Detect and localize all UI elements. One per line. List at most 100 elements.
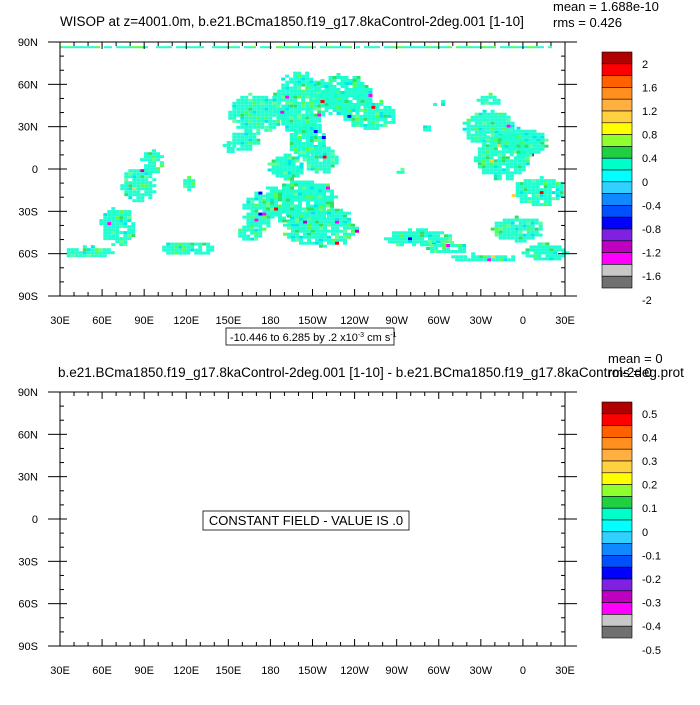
field-cell: [280, 110, 285, 114]
field-cell: [547, 203, 552, 207]
field-cell: [306, 195, 310, 199]
field-cell: [526, 224, 531, 228]
field-cell: [244, 107, 249, 111]
field-cell: [489, 156, 494, 160]
field-cell: [279, 165, 284, 169]
colorbar-swatch: [601, 531, 633, 544]
field-cell: [144, 175, 149, 179]
colorbar-swatch: [601, 437, 633, 450]
field-cell: [127, 237, 132, 241]
field-cell: [242, 215, 247, 219]
field-cell: [347, 232, 351, 236]
field-cell: [328, 85, 333, 88]
field-cell: [248, 138, 253, 142]
field-cell: [490, 227, 495, 231]
field-cell: [99, 222, 104, 226]
field-cell: [540, 147, 545, 151]
field-cell: [539, 182, 544, 186]
field-cell: [236, 104, 241, 108]
field-cell: [315, 229, 319, 233]
field-cell: [290, 216, 294, 220]
field-cell: [307, 241, 311, 245]
field-cell: [240, 135, 245, 139]
field-cell: [307, 211, 311, 215]
field-cell: [278, 210, 282, 214]
field-cell: [466, 118, 471, 122]
field-cell: [293, 119, 298, 123]
field-cell: [446, 250, 451, 253]
field-cell: [119, 210, 124, 214]
field-cell: [302, 192, 306, 196]
field-cell: [103, 219, 108, 223]
field-cell: [400, 46, 404, 49]
field-cell: [480, 46, 484, 49]
field-cell: [450, 250, 455, 253]
field-cell: [379, 108, 384, 112]
field-cell: [107, 222, 112, 226]
field-cell: [514, 230, 519, 234]
field-cell: [513, 168, 518, 172]
field-cell: [136, 169, 141, 173]
field-cell: [182, 245, 187, 249]
field-cell: [285, 92, 290, 96]
field-cell: [314, 167, 319, 171]
field-cell: [505, 147, 510, 151]
field-cell: [478, 133, 483, 137]
field-cell: [248, 129, 253, 133]
field-cell: [509, 171, 514, 175]
colorbar-swatch: [601, 519, 633, 533]
field-cell: [547, 179, 552, 183]
panel-1-ticks: [48, 41, 577, 297]
field-cell: [286, 195, 290, 199]
field-cell: [297, 77, 302, 81]
x-tick-label: 90E: [134, 315, 154, 327]
field-cell: [523, 194, 528, 198]
x-tick-label: 120W: [340, 315, 369, 327]
field-cell: [360, 85, 365, 88]
field-cell: [301, 130, 306, 133]
field-cell: [290, 195, 294, 199]
field-cell: [289, 128, 294, 132]
field-cell: [240, 138, 245, 142]
field-cell: [103, 231, 108, 235]
field-cell: [420, 237, 424, 241]
field-cell: [144, 187, 149, 191]
field-cell: [392, 237, 396, 241]
field-cell: [246, 200, 251, 204]
field-cell: [531, 197, 536, 201]
field-cell: [509, 174, 514, 178]
field-cell: [328, 82, 333, 85]
field-cell: [440, 46, 444, 49]
field-cell: [317, 113, 322, 117]
field-cell: [238, 234, 243, 238]
field-cell: [297, 107, 302, 111]
field-cell: [252, 122, 257, 126]
field-cell: [331, 229, 335, 233]
field-cell: [506, 124, 511, 128]
colorbar-swatch: [601, 216, 633, 230]
field-cell: [514, 233, 519, 237]
field-cell: [520, 147, 525, 151]
field-cell: [367, 108, 372, 112]
field-cell: [482, 118, 487, 122]
field-cell: [144, 193, 149, 197]
field-cell: [298, 192, 302, 196]
field-cell: [268, 104, 273, 108]
field-cell: [156, 170, 160, 174]
field-cell: [256, 101, 261, 105]
field-cell: [252, 95, 257, 99]
field-cell: [148, 164, 152, 168]
field-cell: [120, 46, 124, 49]
field-cell: [248, 98, 253, 102]
field-cell: [220, 46, 224, 49]
field-cell: [355, 229, 359, 233]
field-cell: [494, 121, 499, 125]
field-cell: [309, 116, 314, 120]
field-cell: [387, 105, 392, 109]
field-cell: [486, 130, 491, 134]
field-cell: [420, 231, 424, 235]
field-cell: [299, 235, 303, 239]
field-cell: [283, 153, 288, 157]
field-cell: [310, 152, 315, 156]
field-cell: [516, 138, 521, 142]
